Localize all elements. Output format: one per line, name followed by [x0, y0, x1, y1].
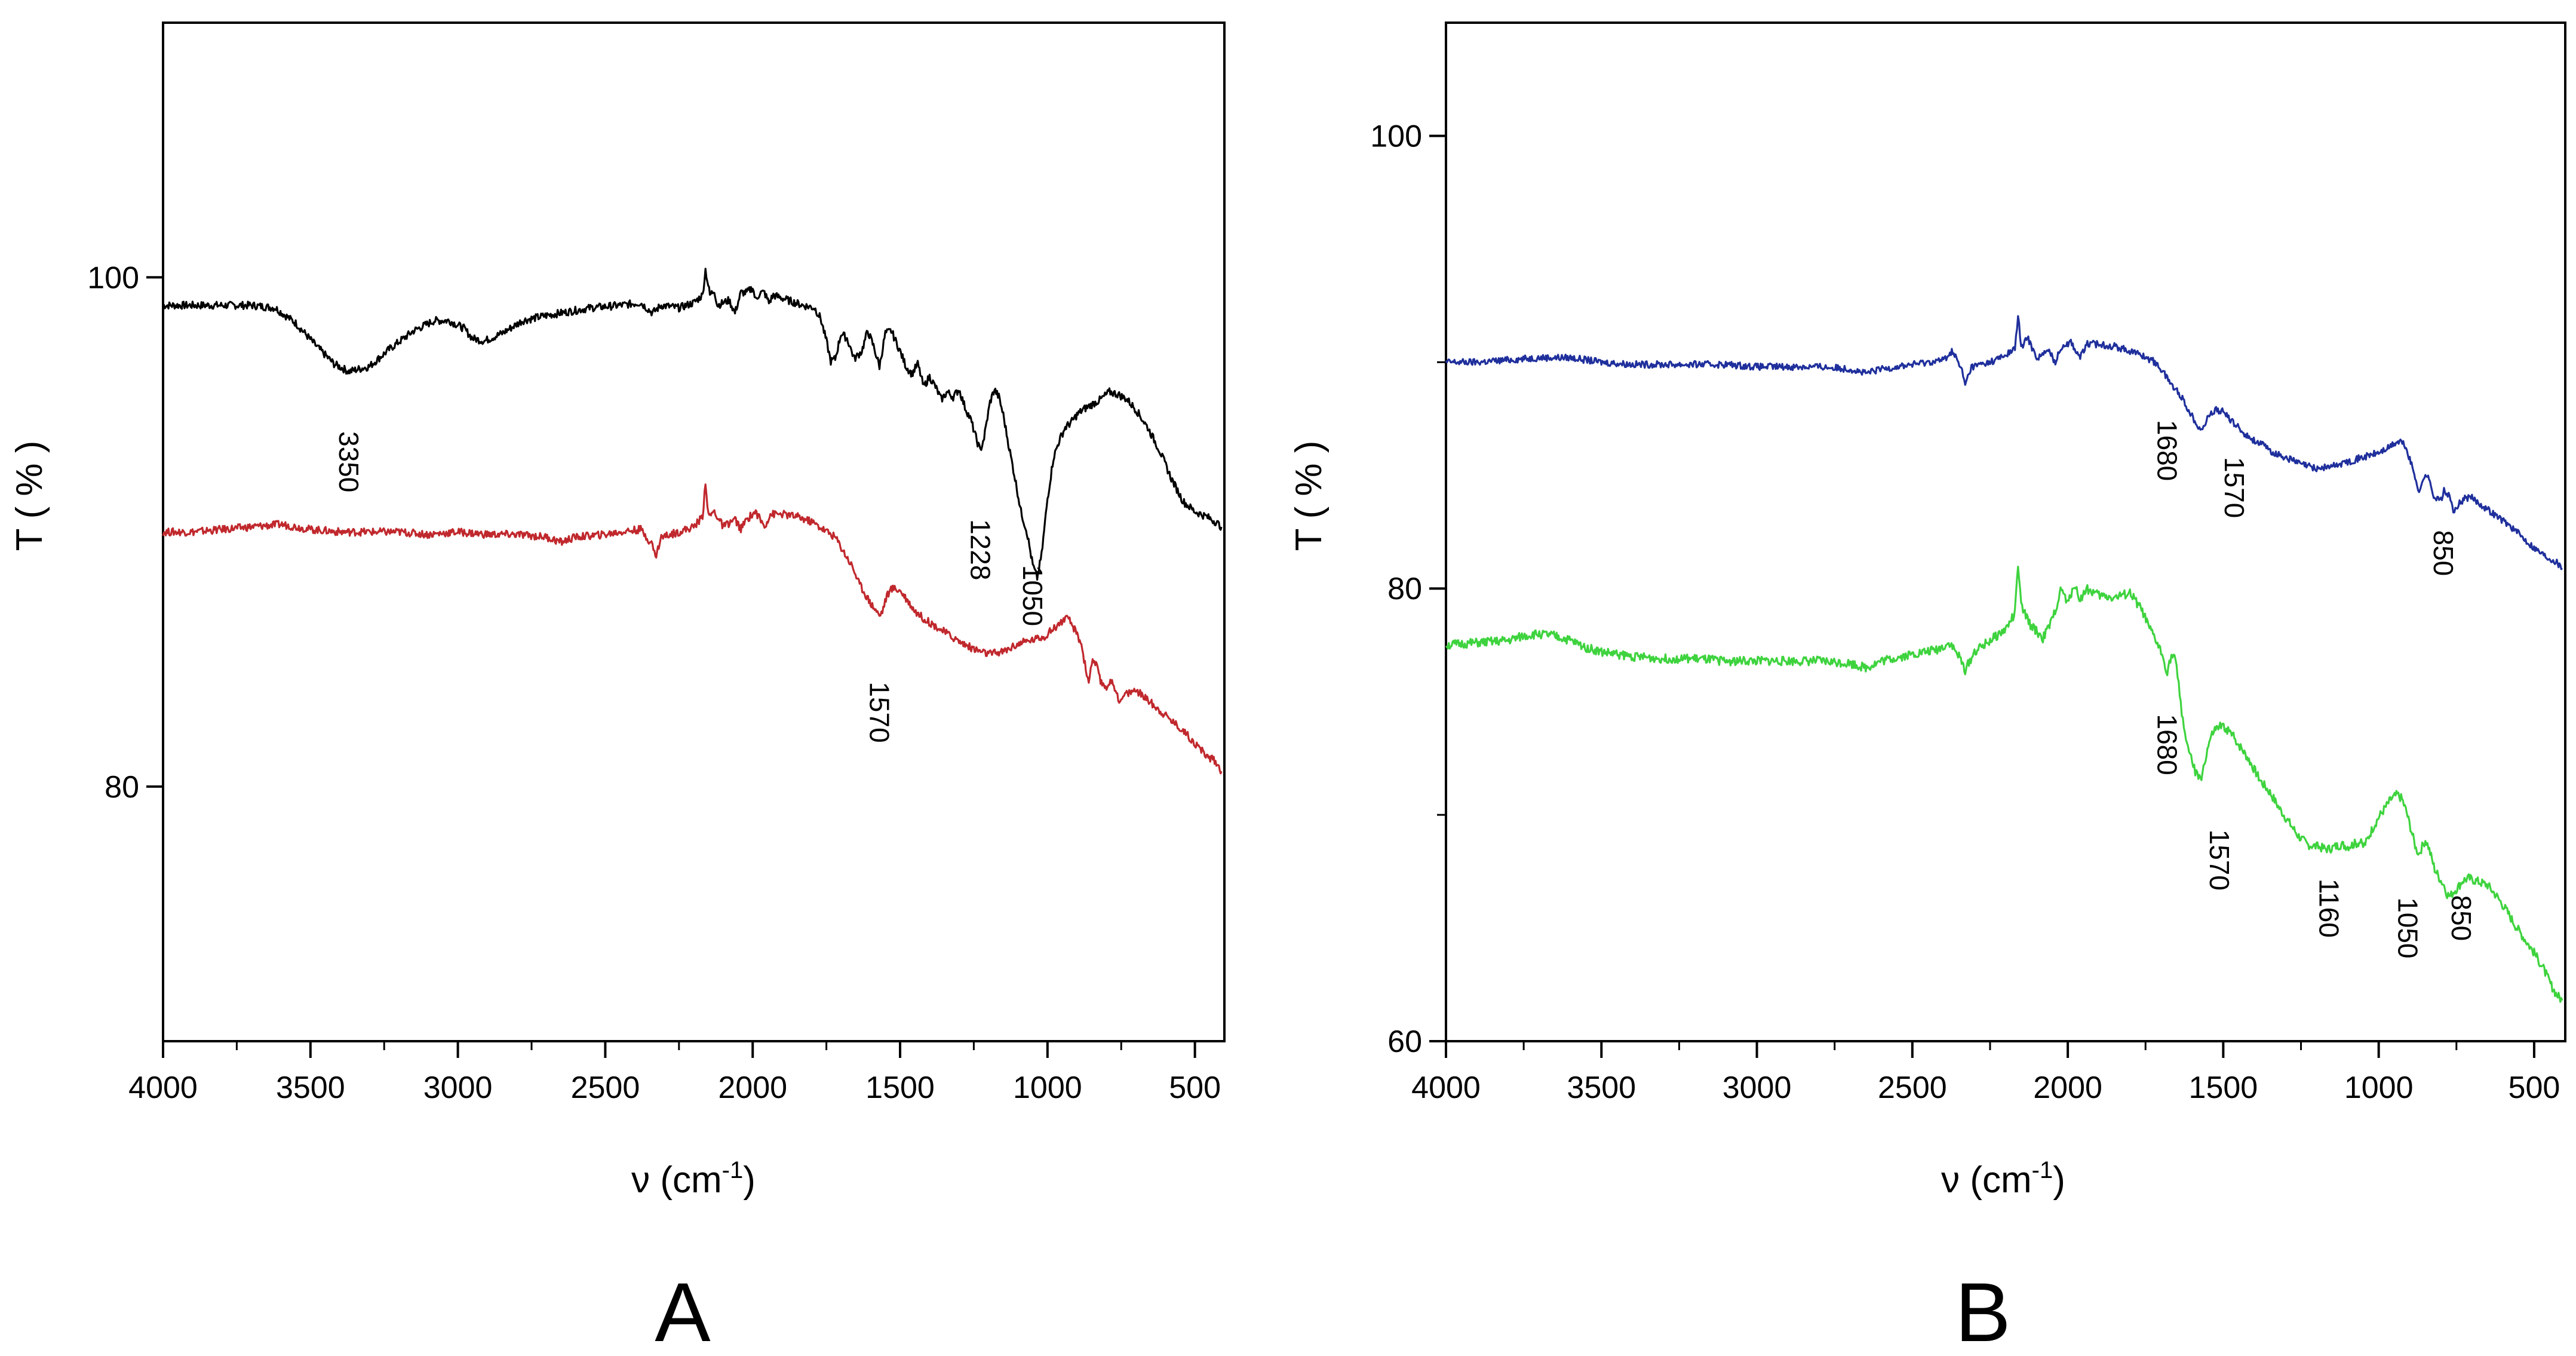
panel-a-letter: A	[655, 1265, 711, 1356]
panel-a-ticks: 4000 3500 3000 2500 2000 1500 1000 500 80 100	[87, 260, 1221, 1105]
panel-a-x-tick-label: 3500	[276, 1070, 345, 1105]
panel-a-y-tick-label: 80	[105, 770, 139, 805]
panel-b-letter: B	[1955, 1265, 2010, 1356]
panel-b-peak-label: 1570	[2219, 457, 2250, 518]
panel-b-x-tick-label: 3500	[1567, 1070, 1636, 1105]
panel-b-annotations: 1680 1570 850 1680 1570 1160 1050 850	[2152, 420, 2477, 959]
panel-b-x-tick-label: 500	[2509, 1070, 2560, 1105]
panel-a-peak-label: 1228	[965, 519, 996, 580]
panel-a-x-tick-label: 2000	[718, 1070, 787, 1105]
panel-a-x-tick-label: 4000	[128, 1070, 198, 1105]
panel-b-x-tick-label: 2500	[1878, 1070, 1947, 1105]
panel-b-plot-frame	[1445, 22, 2566, 1042]
panel-a-x-axis-label: ν (cm-1)	[631, 1157, 756, 1201]
panel-b-peak-label: 1680	[2152, 420, 2183, 481]
panel-a-peak-label: 1050	[1017, 565, 1048, 626]
panel-b-series-green-spectrum	[1445, 566, 2563, 1003]
panel-a-y-axis-label: T ( % )	[9, 441, 50, 551]
panel-b-x-tick-label: 2000	[2033, 1070, 2102, 1105]
panel-b-y-axis-label: T ( % )	[1288, 441, 1330, 551]
panel-a-plot-frame	[162, 22, 1226, 1042]
panel-a-x-tick-label: 500	[1169, 1070, 1221, 1105]
panel-b-ticks: 4000 3500 3000 2500 2000 1500 1000 500 60 80 100	[1370, 119, 2560, 1105]
panel-b-series-blue-spectrum	[1445, 315, 2563, 570]
panel-b-x-tick-label: 1000	[2344, 1070, 2414, 1105]
panel-b-series	[1445, 315, 2563, 1003]
panel-a-x-tick-label: 3000	[423, 1070, 493, 1105]
panel-a-x-tick-label: 1000	[1013, 1070, 1082, 1105]
panel-b-x-tick-label: 4000	[1411, 1070, 1481, 1105]
panel-b-y-tick-label: 100	[1370, 119, 1422, 154]
panel-a-y-tick-label: 100	[87, 260, 139, 295]
panel-b-peak-label: 850	[2428, 530, 2459, 576]
panel-b-peak-label: 1160	[2313, 879, 2344, 938]
panel-b-peak-label: 850	[2446, 895, 2477, 941]
panel-a-peak-label: 1570	[864, 682, 895, 743]
panel-b-y-tick-label: 80	[1387, 572, 1422, 606]
panel-a-x-tick-label: 2500	[571, 1070, 640, 1105]
panel-a-x-tick-label: 1500	[865, 1070, 935, 1105]
panel-a: 4000 3500 3000 2500 2000 1500 1000 500 80 100 335…	[9, 22, 1226, 1356]
panel-a-peak-label: 3350	[333, 431, 364, 492]
panel-b-x-tick-label: 3000	[1723, 1070, 1792, 1105]
panel-a-annotations: 3350 1228 1050 1570	[333, 431, 1048, 743]
panel-a-series-red-spectrum	[162, 483, 1223, 775]
panel-b-peak-label: 1570	[2204, 830, 2235, 891]
panel-b-x-tick-label: 1500	[2189, 1070, 2258, 1105]
panel-a-series	[162, 268, 1223, 775]
panel-b: 4000 3500 3000 2500 2000 1500 1000 500 60 80 100 1…	[1288, 22, 2566, 1356]
panel-b-x-axis-label: ν (cm-1)	[1941, 1157, 2065, 1201]
panel-b-y-tick-label: 60	[1387, 1024, 1422, 1059]
panel-b-peak-label: 1050	[2393, 897, 2424, 958]
panel-a-series-black-spectrum	[162, 268, 1223, 581]
panel-b-peak-label: 1680	[2152, 714, 2183, 775]
